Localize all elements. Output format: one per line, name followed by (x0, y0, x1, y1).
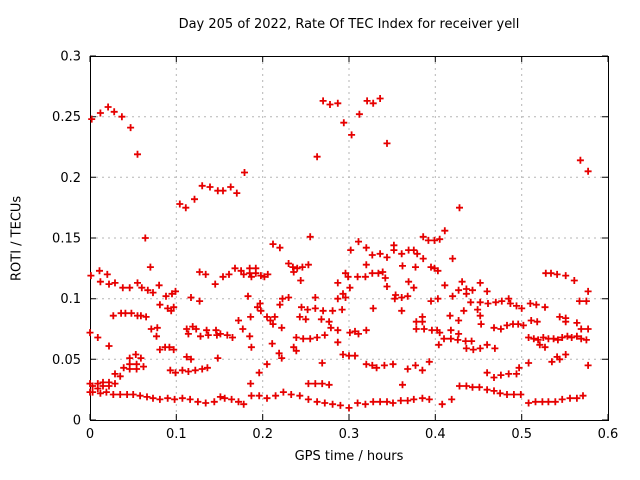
x-tick-label: 0.2 (252, 427, 273, 442)
plot-border (90, 56, 609, 421)
grid-lines (90, 56, 608, 420)
y-tick-label: 0.25 (52, 110, 81, 125)
x-axis-label: GPS time / hours (294, 449, 404, 464)
y-tick-label: 0 (73, 414, 81, 429)
x-tick-label: 0.3 (339, 427, 360, 442)
data-point-markers (86, 95, 592, 412)
y-tick-label: 0.05 (52, 353, 81, 368)
y-tick-label: 0.15 (52, 232, 81, 247)
x-tick-label: 0.5 (511, 427, 532, 442)
y-tick-label: 0.3 (60, 50, 81, 65)
x-tick-label: 0.6 (598, 427, 619, 442)
y-tick-label: 0.1 (60, 292, 81, 307)
x-tick-label: 0.1 (166, 427, 187, 442)
y-tick-label: 0.2 (60, 171, 81, 186)
x-tick-label: 0 (86, 427, 94, 442)
chart-title: Day 205 of 2022, Rate Of TEC Index for r… (178, 17, 520, 32)
x-tick-label: 0.4 (425, 427, 446, 442)
